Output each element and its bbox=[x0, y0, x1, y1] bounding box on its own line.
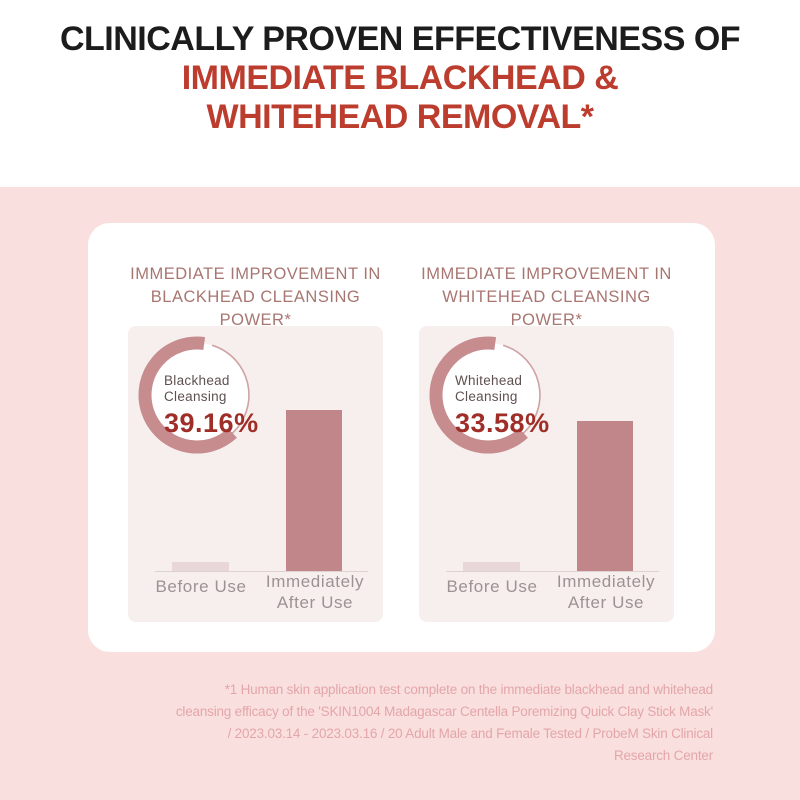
donut-text-blackhead: Blackhead Cleansing 39.16% bbox=[164, 373, 264, 439]
donut-thin-ring bbox=[502, 344, 541, 436]
panel-title-line-1: IMMEDIATE IMPROVEMENT IN bbox=[130, 265, 381, 283]
panel-title-whitehead: IMMEDIATE IMPROVEMENT IN WHITEHEAD CLEAN… bbox=[419, 263, 674, 332]
bar-label-before-use: Before Use bbox=[446, 577, 538, 596]
bar-label-after-line-1: Immediately bbox=[265, 572, 365, 591]
footnote-line-4: Research Center bbox=[613, 748, 713, 763]
baseline-axis bbox=[446, 571, 659, 572]
footnote-line-1: *1 Human skin application test complete … bbox=[224, 682, 714, 697]
donut-inner-circle bbox=[436, 343, 540, 447]
bar-before-use bbox=[463, 562, 520, 571]
footnote: *1 Human skin application test complete … bbox=[133, 679, 713, 767]
donut-thin-ring bbox=[211, 344, 250, 436]
panel-blackhead-chart: Blackhead Cleansing 39.16% Before Use Im… bbox=[128, 326, 383, 622]
bar-before-use bbox=[172, 562, 229, 571]
donut-label-line-2: Cleansing bbox=[455, 389, 518, 404]
headline-line-3: WHITEHEAD REMOVAL* bbox=[206, 98, 594, 136]
bar-label-after-line-2: After Use bbox=[276, 593, 354, 612]
footnote-line-3: / 2023.03.14 - 2023.03.16 / 20 Adult Mal… bbox=[227, 726, 714, 741]
donut-value-whitehead: 33.58% bbox=[455, 408, 550, 438]
headline-line-2: IMMEDIATE BLACKHEAD & bbox=[181, 59, 619, 97]
bar-label-after-use: Immediately After Use bbox=[541, 571, 671, 613]
headline-section: CLINICALLY PROVEN EFFECTIVENESS OF IMMED… bbox=[0, 0, 800, 187]
donut-text-whitehead: Whitehead Cleansing 33.58% bbox=[455, 373, 555, 439]
results-section: IMMEDIATE IMPROVEMENT IN BLACKHEAD CLEAN… bbox=[0, 187, 800, 800]
bar-after-use bbox=[577, 420, 633, 571]
bar-label-after-line-2: After Use bbox=[567, 593, 645, 612]
donut-label-line-1: Blackhead bbox=[164, 373, 230, 388]
bar-after-use bbox=[286, 410, 342, 571]
panel-whitehead-chart: Whitehead Cleansing 33.58% Before Use Im… bbox=[419, 326, 674, 622]
bar-label-after-use: Immediately After Use bbox=[250, 571, 380, 613]
bar-label-before-use: Before Use bbox=[155, 577, 247, 596]
bar-label-after-line-1: Immediately bbox=[556, 572, 656, 591]
donut-thick-arc bbox=[138, 336, 237, 454]
donut-label-line-1: Whitehead bbox=[455, 373, 523, 388]
results-card: IMMEDIATE IMPROVEMENT IN BLACKHEAD CLEAN… bbox=[88, 223, 715, 652]
donut-inner-circle bbox=[145, 343, 249, 447]
footnote-line-2: cleansing efficacy of the 'SKIN1004 Mada… bbox=[175, 704, 713, 719]
donut-thick-arc bbox=[429, 336, 528, 454]
panel-title-line-2: WHITEHEAD CLEANSING POWER* bbox=[442, 288, 651, 329]
panel-title-line-2: BLACKHEAD CLEANSING POWER* bbox=[150, 288, 361, 329]
baseline-axis bbox=[155, 571, 368, 572]
panel-title-blackhead: IMMEDIATE IMPROVEMENT IN BLACKHEAD CLEAN… bbox=[128, 263, 383, 332]
donut-gauge-whitehead bbox=[429, 336, 541, 454]
panel-title-line-1: IMMEDIATE IMPROVEMENT IN bbox=[421, 265, 672, 283]
donut-value-blackhead: 39.16% bbox=[164, 408, 259, 438]
headline: CLINICALLY PROVEN EFFECTIVENESS OF IMMED… bbox=[0, 20, 800, 137]
headline-line-1: CLINICALLY PROVEN EFFECTIVENESS OF bbox=[59, 20, 741, 58]
donut-gauge-blackhead bbox=[138, 336, 250, 454]
donut-label-line-2: Cleansing bbox=[164, 389, 227, 404]
